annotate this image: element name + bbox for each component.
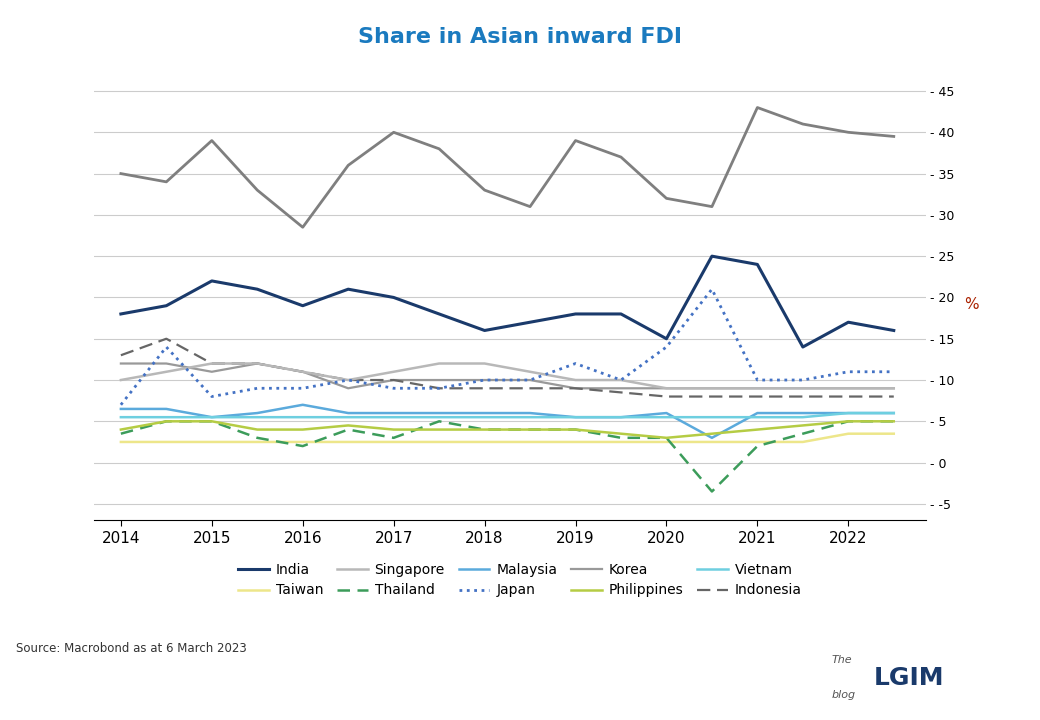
Text: LGIM: LGIM bbox=[874, 666, 944, 690]
Text: Share in Asian inward FDI: Share in Asian inward FDI bbox=[358, 27, 682, 47]
Text: The: The bbox=[832, 655, 853, 665]
Text: ⚫  lgimblog.com: ⚫ lgimblog.com bbox=[686, 19, 789, 32]
Legend: India, Taiwan, Singapore, Thailand, Malaysia, Japan, Korea, Philippines, Vietnam: India, Taiwan, Singapore, Thailand, Mala… bbox=[233, 557, 807, 603]
Text: 🐦  @LGIM: 🐦 @LGIM bbox=[905, 19, 964, 32]
Text: Markets and economics: Markets and economics bbox=[114, 18, 279, 32]
Text: blog: blog bbox=[832, 690, 856, 700]
Text: |: | bbox=[99, 18, 103, 32]
Y-axis label: %: % bbox=[964, 297, 979, 312]
Text: March 2023: March 2023 bbox=[16, 18, 107, 32]
Text: Source: Macrobond as at 6 March 2023: Source: Macrobond as at 6 March 2023 bbox=[16, 642, 246, 654]
